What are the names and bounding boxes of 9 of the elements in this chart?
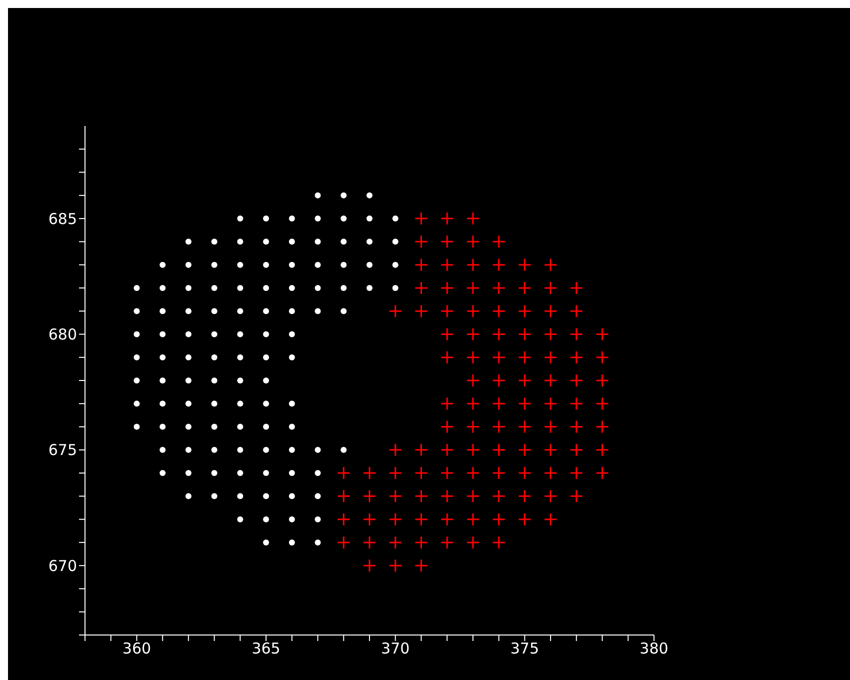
y-tick-label: 680 [48, 326, 77, 344]
x-tick-label: 360 [122, 640, 152, 658]
y-tick-label: 670 [48, 556, 77, 575]
x-tick-label: 380 [640, 640, 668, 658]
x-tick-label: 365 [252, 640, 280, 658]
x-tick-label: 370 [381, 640, 410, 658]
y-tick-label: 675 [48, 441, 77, 460]
y-tick-label: 685 [48, 210, 77, 228]
x-tick-label: 375 [510, 640, 539, 658]
